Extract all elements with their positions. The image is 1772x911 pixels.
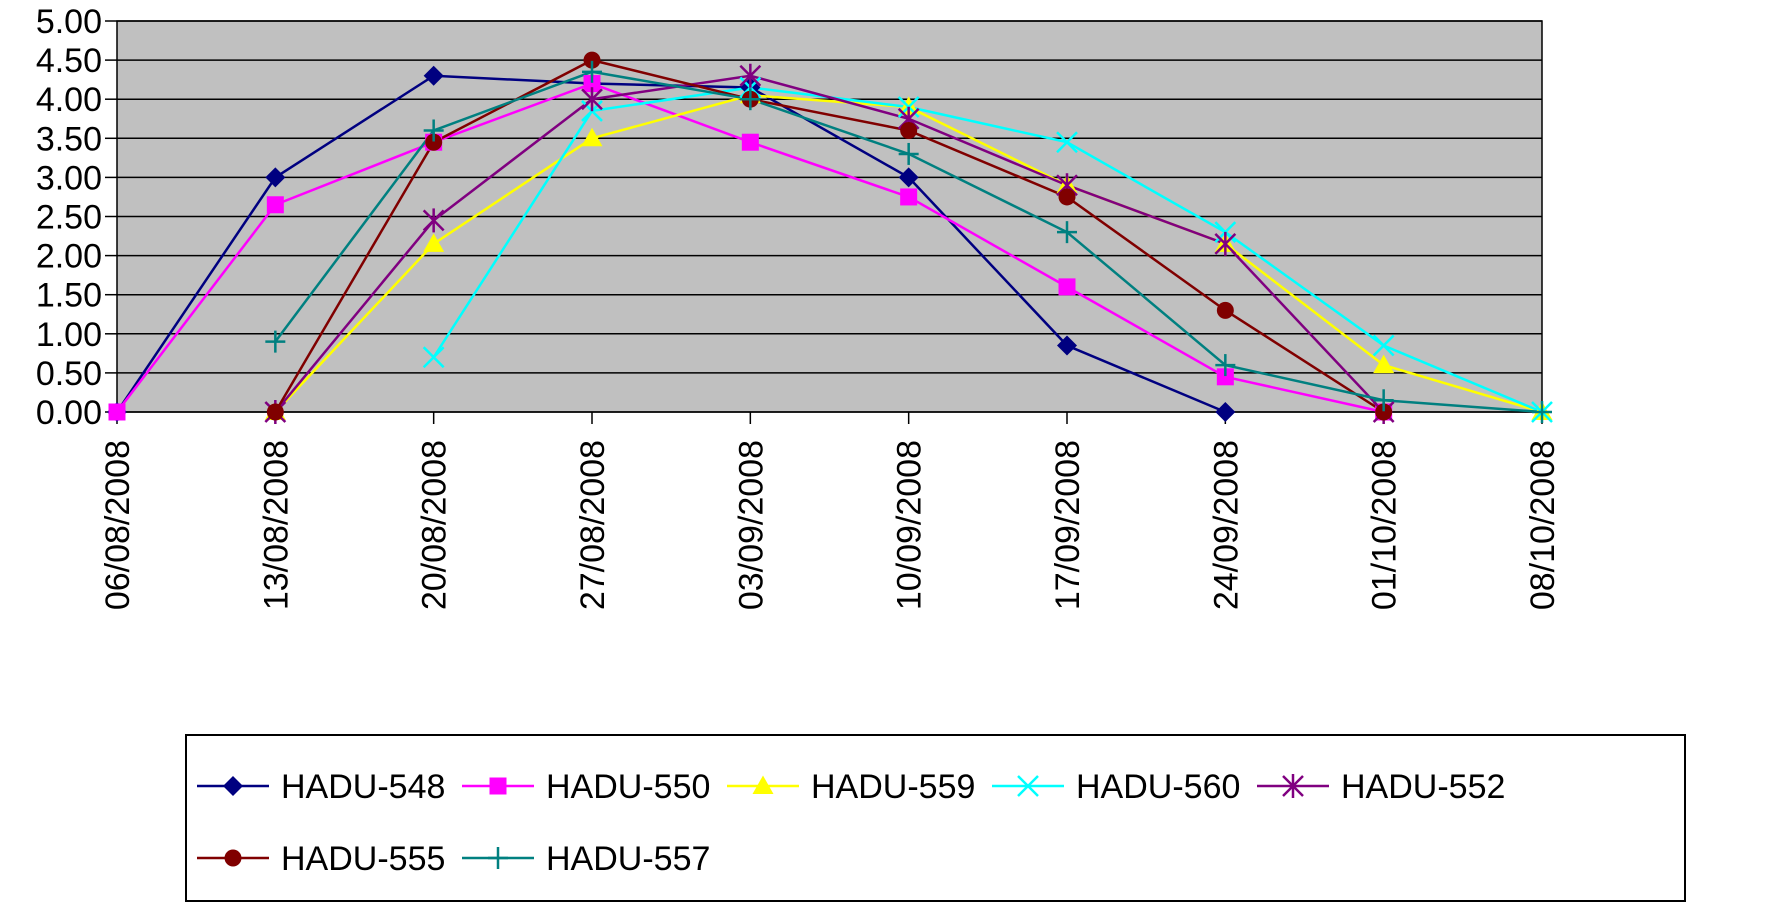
x-tick-label: 13/08/2008 [257,440,295,610]
y-tick-label: 0.00 [36,394,102,432]
x-tick-label: 20/08/2008 [416,440,454,610]
data-point-marker [1216,301,1234,319]
data-point-marker [1373,389,1394,412]
data-point-marker [423,233,445,252]
y-tick-label: 0.50 [36,355,102,393]
data-point-marker [900,188,918,206]
data-point-marker [1215,354,1236,377]
data-point-marker [1216,368,1234,386]
series-line-hadu-555 [274,58,1385,414]
y-tick-label: 2.50 [36,199,102,237]
legend-item: HADU-557 [462,840,710,878]
y-tick-label: 1.50 [36,277,102,315]
data-point-marker [423,65,444,86]
data-point-marker [422,346,445,369]
plot-border [116,20,1543,413]
series-markers [107,51,1553,424]
y-tick-label: 4.50 [36,42,102,80]
x-tick-label: 17/09/2008 [1049,440,1087,610]
marker-stroke [1372,334,1395,357]
data-point-marker [223,776,243,796]
data-point-marker [898,142,919,165]
data-point-marker [1214,231,1237,256]
data-point-marker [108,403,126,421]
data-point-marker [1532,401,1552,423]
series-markers-hadu-555 [266,51,1393,421]
legend-label: HADU-560 [1076,768,1240,806]
y-tick-label: 5.00 [36,3,102,41]
data-point-marker [1058,188,1076,206]
x-tick-label: 27/08/2008 [574,440,612,610]
data-point-marker [1056,131,1078,154]
legend-item: HADU-559 [727,768,975,806]
legend: HADU-548 HADU-550 HADU-559 HADU-560 HADU-552… [185,734,1686,902]
y-tick-label: 3.00 [36,159,102,197]
legend-item: HADU-552 [1257,768,1505,806]
legend-item: HADU-548 [197,768,445,806]
data-point-marker [740,88,761,111]
legend-label: HADU-552 [1341,768,1505,806]
series-markers-hadu-557 [265,60,1552,423]
data-point-marker [900,121,918,139]
data-point-marker [423,119,444,142]
data-point-marker [581,87,603,112]
x-tick-label: 24/09/2008 [1207,440,1245,610]
legend-item: HADU-555 [197,840,445,878]
data-point-marker [739,63,762,88]
line-chart: 0.000.501.001.502.002.503.003.504.004.50… [36,3,1562,610]
y-tick-label: 1.00 [36,316,102,354]
data-point-marker [265,167,286,188]
x-tick-label: 06/08/2008 [99,440,137,610]
data-point-marker [583,75,601,93]
data-point-marker [752,775,774,794]
data-point-marker [425,133,443,151]
data-point-marker [583,51,601,69]
data-point-marker [1017,775,1039,797]
data-point-marker [581,127,603,147]
x-tick-labels: 06/08/2008 13/08/2008 20/08/2008 27/08/2008… [99,440,1562,610]
legend-label: HADU-548 [281,768,445,806]
data-point-marker [1058,278,1076,296]
y-tick-label: 4.00 [36,81,102,119]
marker-stroke [1017,775,1039,797]
data-point-marker [1372,334,1395,357]
x-tick-label: 01/10/2008 [1366,440,1404,610]
series-line-hadu-560 [432,86,1543,414]
data-point-marker [1373,354,1395,374]
x-tick-label: 08/10/2008 [1524,440,1562,610]
data-point-marker [741,133,759,151]
legend-item: HADU-550 [462,768,710,806]
data-point-marker [266,403,284,421]
data-point-marker [489,777,507,795]
data-point-marker [224,849,242,867]
data-point-marker [265,330,286,353]
data-point-marker [266,196,284,214]
data-point-marker [1215,402,1236,422]
data-point-marker [898,167,919,188]
y-tick-label: 2.00 [36,238,102,276]
data-point-marker [1375,403,1393,421]
data-point-marker [1057,221,1077,244]
legend-item: HADU-560 [992,768,1240,806]
data-point-marker [1057,335,1077,356]
legend-label: HADU-559 [811,768,975,806]
x-tick-label: 10/09/2008 [891,440,929,610]
legend-label: HADU-557 [546,840,710,878]
x-tick-label: 03/09/2008 [732,440,770,610]
data-point-marker [1282,774,1304,798]
data-point-marker [488,847,508,869]
data-point-marker [422,208,445,233]
y-tick-label: 3.50 [36,120,102,158]
data-point-marker [582,60,602,83]
legend-label: HADU-555 [281,840,445,878]
y-tick-labels: 0.000.501.001.502.002.503.003.504.004.50… [36,3,102,432]
marker-stroke [1056,131,1078,154]
legend-label: HADU-550 [546,768,710,806]
series-line-hadu-552 [274,74,1385,413]
marker-stroke [422,346,445,369]
